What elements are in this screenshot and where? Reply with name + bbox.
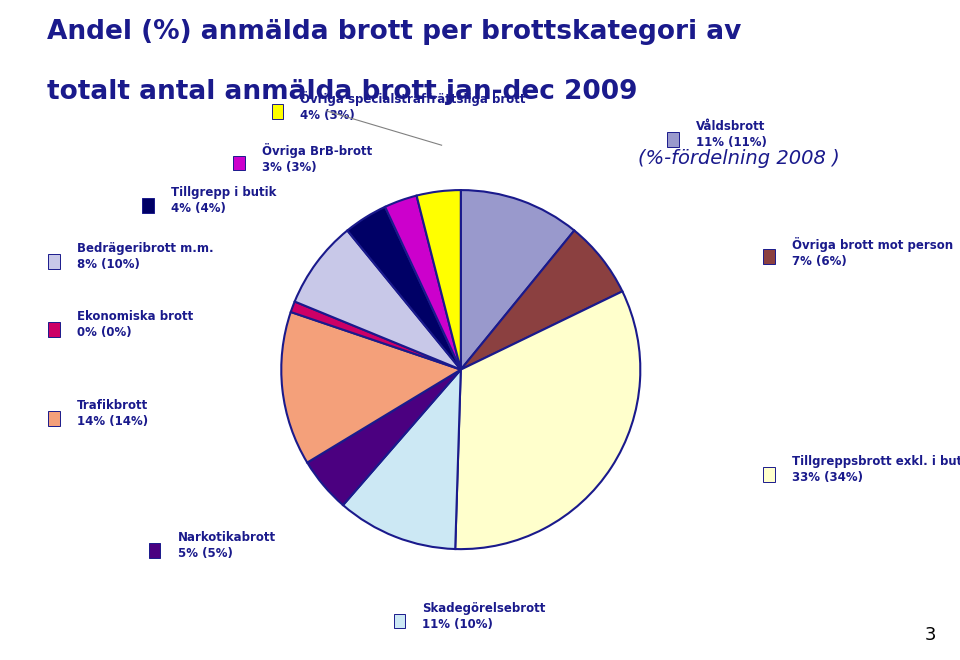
Text: Skadegörelsebrott
11% (10%): Skadegörelsebrott 11% (10%) xyxy=(422,602,546,631)
Wedge shape xyxy=(343,370,461,549)
Text: Trafikbrott
14% (14%): Trafikbrott 14% (14%) xyxy=(77,399,148,428)
Wedge shape xyxy=(417,190,461,370)
Wedge shape xyxy=(295,230,461,370)
Text: totalt antal anmälda brott jan-dec 2009: totalt antal anmälda brott jan-dec 2009 xyxy=(47,79,637,104)
Text: Övriga BrB-brott
3% (3%): Övriga BrB-brott 3% (3%) xyxy=(262,143,372,174)
Text: Våldsbrott
11% (11%): Våldsbrott 11% (11%) xyxy=(696,120,767,149)
Text: Tillgrepp i butik
4% (4%): Tillgrepp i butik 4% (4%) xyxy=(171,186,276,215)
Wedge shape xyxy=(291,302,461,370)
Text: Narkotikabrott
5% (5%): Narkotikabrott 5% (5%) xyxy=(178,531,276,560)
Text: Övriga specialstraffrättsliga brott
4% (3%): Övriga specialstraffrättsliga brott 4% (… xyxy=(300,92,526,122)
Wedge shape xyxy=(281,312,461,463)
Wedge shape xyxy=(461,230,622,370)
Text: Bedrägeribrott m.m.
8% (10%): Bedrägeribrott m.m. 8% (10%) xyxy=(77,242,213,271)
Text: 3: 3 xyxy=(924,626,936,644)
Text: Övriga brott mot person
7% (6%): Övriga brott mot person 7% (6%) xyxy=(792,237,953,267)
Text: (%-fördelning 2008 ): (%-fördelning 2008 ) xyxy=(638,149,840,168)
Text: Ekonomiska brott
0% (0%): Ekonomiska brott 0% (0%) xyxy=(77,310,193,339)
Text: Andel (%) anmälda brott per brottskategori av: Andel (%) anmälda brott per brottskatego… xyxy=(47,19,742,45)
Wedge shape xyxy=(307,370,461,505)
Wedge shape xyxy=(455,291,640,549)
Wedge shape xyxy=(385,195,461,370)
Wedge shape xyxy=(348,207,461,370)
Text: Tillgreppsbrott exkl. i butik
33% (34%): Tillgreppsbrott exkl. i butik 33% (34%) xyxy=(792,455,960,484)
Wedge shape xyxy=(461,190,574,370)
